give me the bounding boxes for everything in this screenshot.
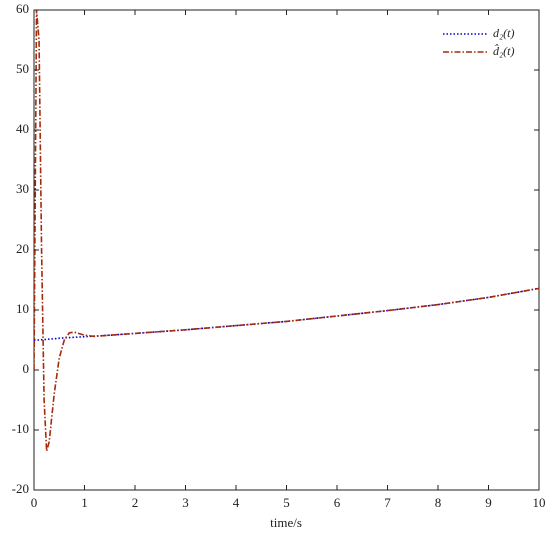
series-line [34,10,539,452]
x-tick-label: 9 [485,495,492,510]
x-tick-label: 5 [283,495,290,510]
x-tick-label: 3 [182,495,189,510]
legend-box [439,22,535,66]
x-tick-label: 10 [533,495,546,510]
legend-label: d̂₂(t) [493,43,515,57]
y-tick-label: 0 [23,361,30,376]
plot-area [34,10,539,452]
x-tick-label: 2 [132,495,139,510]
x-tick-label: 6 [334,495,341,510]
y-tick-label: 30 [16,181,29,196]
y-tick-label: 20 [16,241,29,256]
legend-label: d₂(t) [493,26,515,40]
x-axis-label: time/s [270,515,302,530]
x-tick-label: 7 [384,495,391,510]
y-tick-label: 50 [16,61,29,76]
y-tick-label: 60 [16,1,29,16]
y-tick-label: -20 [12,481,29,496]
x-tick-label: 1 [81,495,88,510]
x-tick-label: 8 [435,495,442,510]
y-tick-label: -10 [12,421,29,436]
y-tick-label: 10 [16,301,29,316]
x-tick-label: 4 [233,495,240,510]
y-tick-label: 40 [16,121,29,136]
x-tick-label: 0 [31,495,38,510]
plot-frame [33,9,540,491]
